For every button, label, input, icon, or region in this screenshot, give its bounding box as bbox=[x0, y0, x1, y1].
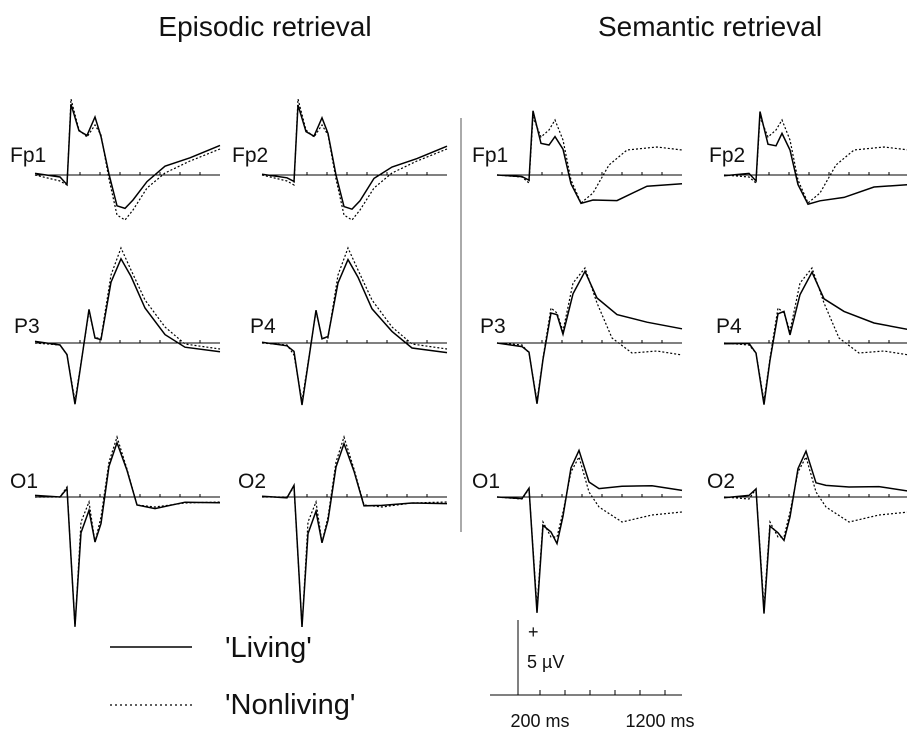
title: Episodic retrieval bbox=[158, 11, 371, 42]
electrode-label: O2 bbox=[707, 470, 735, 493]
scale-amplitude: 5 µV bbox=[527, 652, 564, 672]
wave-living bbox=[723, 270, 907, 405]
electrode-label: Fp1 bbox=[472, 144, 508, 167]
wave-living bbox=[34, 103, 221, 210]
scale-bar: + 5 µV 200 ms 1200 ms bbox=[490, 620, 695, 731]
legend-label: 'Living' bbox=[225, 632, 312, 664]
wave-living bbox=[261, 441, 448, 628]
scale-tick-label: 1200 ms bbox=[625, 711, 694, 731]
electrode-label: O1 bbox=[472, 470, 500, 493]
electrode-label: O2 bbox=[238, 470, 266, 493]
title: Semantic retrieval bbox=[598, 11, 822, 42]
electrode-label: P3 bbox=[480, 315, 506, 338]
wave-living bbox=[261, 257, 448, 406]
wave-living bbox=[723, 449, 907, 614]
wave-living bbox=[34, 257, 221, 405]
wave-nonliving bbox=[723, 455, 907, 608]
electrode-label: P4 bbox=[716, 315, 742, 338]
scale-ticks bbox=[539, 690, 666, 695]
wave-living bbox=[261, 104, 448, 211]
wave-nonliving bbox=[496, 266, 683, 402]
wave-nonliving bbox=[34, 246, 221, 402]
electrode-label: O1 bbox=[10, 470, 38, 493]
wave-nonliving bbox=[723, 116, 907, 204]
electrode-label: P4 bbox=[250, 315, 276, 338]
wave-nonliving bbox=[34, 98, 221, 221]
wave-living bbox=[496, 448, 683, 613]
scale-tick-label: 200 ms bbox=[510, 711, 569, 731]
wave-nonliving bbox=[262, 435, 448, 628]
scale-sign: + bbox=[528, 622, 539, 642]
wave-nonliving bbox=[261, 246, 448, 402]
wave-living bbox=[723, 111, 907, 206]
wave-nonliving bbox=[261, 98, 448, 221]
wave-living bbox=[496, 269, 683, 404]
wave-nonliving bbox=[35, 435, 221, 628]
electrode-label: Fp2 bbox=[709, 144, 745, 167]
electrode-label: P3 bbox=[14, 315, 40, 338]
wave-living bbox=[496, 110, 683, 205]
wave-living bbox=[34, 440, 221, 627]
waveforms: Fp1 Fp2 Fp1 Fp2 P3 P4 P3 P4 O1 O2 O1 O2 bbox=[10, 98, 907, 628]
electrode-label: Fp2 bbox=[232, 144, 268, 167]
wave-nonliving bbox=[496, 455, 683, 608]
wave-nonliving bbox=[496, 116, 683, 204]
wave-nonliving bbox=[723, 266, 907, 402]
legend-label: 'Nonliving' bbox=[225, 689, 355, 721]
electrode-label: Fp1 bbox=[10, 144, 46, 167]
